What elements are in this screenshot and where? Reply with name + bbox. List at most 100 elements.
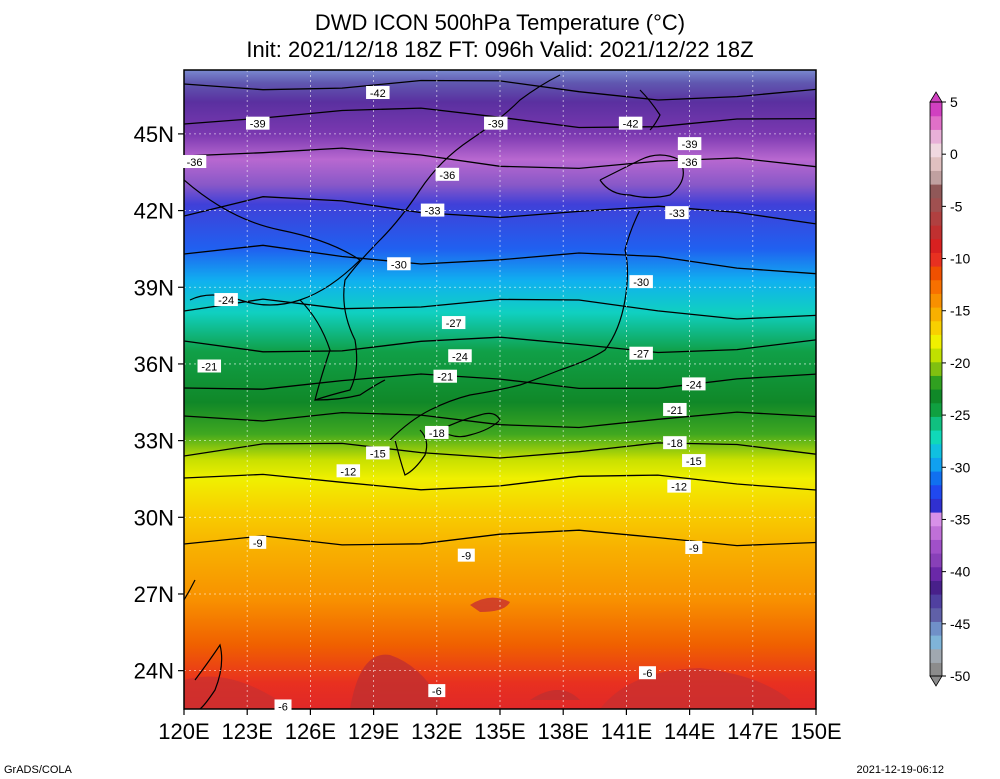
colorbar: 5 0 -5 -10 -15 -20 -25 -30 -35 -40 -45 -50	[929, 91, 970, 687]
contour-label-text: -18	[667, 438, 683, 450]
colorbar-tick-label: -25	[950, 407, 970, 423]
colorbar-tick-label: -45	[950, 616, 970, 632]
contour-label-bg	[448, 349, 472, 363]
colorbar-swatch	[930, 389, 942, 404]
contour-label-text: -21	[437, 372, 453, 384]
contour-label-text: -36	[187, 157, 203, 169]
contour-label-text: -21	[667, 405, 683, 417]
contour-label-bg	[441, 316, 466, 330]
contour-label-text: -12	[671, 482, 687, 494]
colorbar-tick-label: -50	[950, 668, 970, 684]
colorbar-swatch	[930, 635, 942, 650]
contour-label: -15	[682, 454, 706, 468]
contour-label-bg	[629, 346, 653, 360]
contour-label-text: -24	[452, 351, 468, 363]
contour-label-bg	[677, 137, 702, 151]
contour-label-bg	[249, 535, 267, 549]
contour-label-bg	[245, 116, 270, 130]
colorbar-tick-label: -40	[950, 564, 970, 580]
contour-label-bg	[435, 167, 460, 181]
colorbar-tick-label: -30	[950, 459, 970, 475]
chart-title: DWD ICON 500hPa Temperature (°C)	[314, 10, 686, 35]
contour-label-text: -24	[686, 379, 702, 391]
colorbar-tick-label: 5	[950, 94, 958, 110]
colorbar-swatch	[930, 143, 942, 158]
contour-label-bg	[197, 359, 222, 373]
contour-label-bg	[366, 86, 390, 100]
contour-label-text: -30	[391, 259, 407, 271]
contour-label-bg	[182, 155, 207, 169]
colorbar-swatch	[930, 607, 942, 622]
contour-label: -21	[197, 359, 222, 373]
colorbar-swatch	[930, 443, 942, 458]
lat-tick-label: 45N	[134, 122, 174, 147]
isotherm-line	[184, 336, 816, 354]
contour-label: -30	[629, 275, 653, 289]
colorbar-frame	[929, 101, 943, 677]
contour-label: -6	[638, 666, 656, 680]
colorbar-swatch	[930, 348, 942, 363]
contour-label-bg	[663, 436, 687, 450]
contour-label: -15	[366, 446, 390, 460]
contour-label-text: -6	[432, 686, 442, 698]
colorbar-tick-label: -15	[950, 303, 970, 319]
contour-label: -12	[336, 464, 361, 478]
colorbar-tick-label: -5	[950, 198, 963, 214]
colorbar-swatch	[930, 252, 942, 267]
contour-label-text: -15	[686, 456, 702, 468]
colorbar-bottom-arrow	[929, 675, 943, 687]
isotherm-line	[184, 298, 816, 320]
colorbar-swatch	[930, 115, 942, 130]
colorbar-swatch	[930, 498, 942, 513]
lon-tick-label: 120E	[158, 719, 209, 744]
contour-label: -18	[425, 425, 449, 440]
contour-label-bg	[618, 116, 643, 130]
timestamp: 2021-12-19-06:12	[856, 764, 944, 776]
colorbar-top-arrow	[929, 91, 943, 103]
chart-subtitle: Init: 2021/12/18 18Z FT: 096h Valid: 202…	[246, 37, 754, 62]
contour-label-bg	[214, 293, 238, 307]
contour-label: -6	[428, 684, 446, 698]
lat-tick-label: 33N	[134, 429, 174, 454]
colorbar-swatch	[930, 211, 942, 226]
contour-label-bg	[665, 206, 689, 220]
contour-label-text: -33	[669, 208, 685, 220]
contour-label: -9	[457, 548, 475, 563]
contour-label-text: -33	[425, 206, 441, 218]
contour-label-text: -6	[278, 701, 288, 713]
lat-tick-label: 39N	[134, 275, 174, 300]
contour-label-bg	[667, 479, 691, 493]
colorbar-swatch	[930, 293, 942, 308]
lon-tick-label: 141E	[601, 719, 652, 744]
colorbar-swatch	[930, 580, 942, 595]
colorbar-tick-label: -10	[950, 251, 970, 267]
colorbar-swatch	[930, 471, 942, 486]
weather-map: -42 -42 -39 -39 -39 -36 -36 -36 -33 -33 -30 -30 -27 -…	[134, 69, 970, 744]
colorbar-swatch	[930, 553, 942, 568]
colorbar-swatch	[930, 197, 942, 212]
contour-label: -39	[677, 137, 702, 151]
contour-label-bg	[387, 257, 411, 271]
colorbar-swatch	[930, 430, 942, 445]
colorbar-swatch	[930, 539, 942, 554]
colorbar-swatch	[930, 375, 942, 390]
contour-label: -12	[667, 479, 691, 494]
contour-label-text: -27	[633, 349, 649, 361]
contour-label-bg	[274, 699, 292, 713]
colorbar-swatch	[930, 238, 942, 253]
lat-tick-label: 36N	[134, 352, 174, 377]
colorbar-swatch	[930, 361, 942, 376]
contour-label: -39	[245, 116, 270, 131]
colorbar-swatch	[930, 484, 942, 499]
contour-label-layer: -42 -42 -39 -39 -39 -36 -36 -36 -33 -33 -30 -30 -27 -…	[182, 86, 706, 713]
lat-tick-label: 42N	[134, 199, 174, 224]
colorbar-tick-label: 0	[950, 146, 958, 162]
contour-label: -24	[682, 377, 706, 391]
colorbar-swatch	[930, 279, 942, 294]
contour-label-text: -39	[682, 139, 698, 151]
contour-label: -39	[484, 116, 508, 131]
colorbar-swatch	[930, 416, 942, 431]
lon-tick-label: 144E	[664, 719, 715, 744]
contour-label: -42	[366, 86, 390, 100]
contour-label-text: -9	[461, 551, 471, 563]
